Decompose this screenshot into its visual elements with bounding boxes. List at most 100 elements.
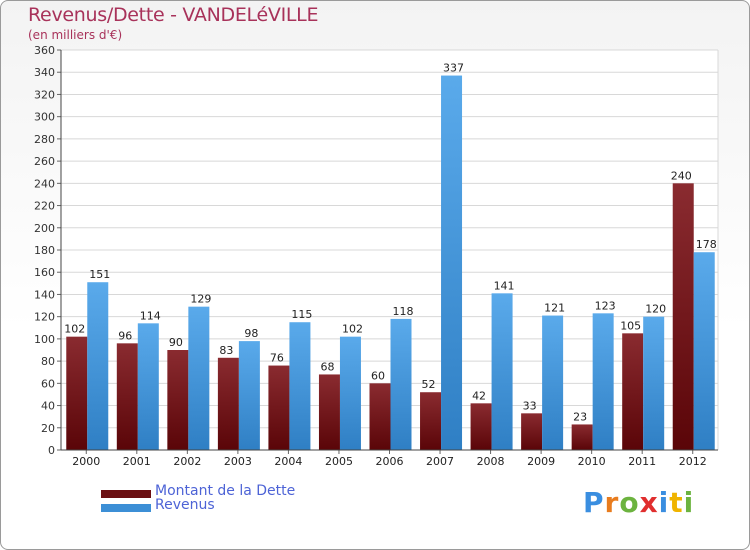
bar-dette — [268, 365, 290, 450]
data-label-dette: 68 — [320, 360, 334, 373]
x-tick-label: 2010 — [578, 455, 606, 468]
legend-label-revenus: Revenus — [155, 497, 215, 513]
bar-revenus — [592, 313, 614, 450]
bar-dette — [672, 183, 694, 451]
data-label-revenus: 141 — [494, 279, 515, 292]
data-label-revenus: 98 — [244, 327, 258, 340]
bars-layer — [66, 75, 715, 451]
bar-revenus — [339, 336, 361, 450]
data-label-revenus: 102 — [342, 323, 363, 336]
bar-dette — [116, 343, 138, 450]
data-label-revenus: 129 — [190, 293, 211, 306]
logo-letter: t — [669, 486, 684, 519]
data-label-revenus: 115 — [291, 308, 312, 321]
data-label-dette: 102 — [64, 323, 85, 336]
labels-layer: 0 20 40 60 80 100 120 140 160 180 200 220 240 260 280 3… — [34, 44, 718, 468]
x-tick-label: 2000 — [72, 455, 100, 468]
data-label-dette: 52 — [422, 378, 436, 391]
y-tick-label: 260 — [34, 155, 55, 168]
x-tick-label: 2009 — [527, 455, 555, 468]
x-tick-label: 2003 — [224, 455, 252, 468]
x-tick-label: 2006 — [376, 455, 404, 468]
data-label-revenus: 120 — [645, 303, 666, 316]
bar-revenus — [693, 252, 715, 450]
bar-revenus — [188, 306, 210, 450]
bar-dette — [420, 392, 442, 450]
y-tick-label: 20 — [41, 422, 55, 435]
data-label-revenus: 114 — [140, 309, 161, 322]
logo-letter: x — [639, 486, 659, 519]
y-tick-label: 120 — [34, 311, 55, 324]
y-tick-label: 280 — [34, 133, 55, 146]
logo-letter: r — [604, 486, 620, 519]
data-label-revenus: 121 — [544, 302, 565, 315]
y-tick-label: 340 — [34, 66, 55, 79]
y-tick-label: 40 — [41, 400, 55, 413]
bar-revenus — [87, 282, 109, 450]
bar-revenus — [289, 322, 311, 450]
data-label-dette: 90 — [169, 336, 183, 349]
bar-revenus — [137, 323, 159, 450]
bar-revenus — [491, 293, 513, 450]
bar-revenus — [390, 318, 412, 450]
data-label-dette: 23 — [573, 410, 587, 423]
y-tick-label: 80 — [41, 355, 55, 368]
data-label-dette: 76 — [270, 352, 284, 365]
data-label-dette: 240 — [671, 169, 692, 182]
data-label-dette: 96 — [118, 329, 132, 342]
proxiti-logo: Proxiti — [583, 486, 694, 519]
x-tick-label: 2008 — [477, 455, 505, 468]
data-label-revenus: 118 — [393, 305, 414, 318]
chart-subtitle: (en milliers d'€) — [28, 28, 123, 42]
data-label-dette: 105 — [620, 319, 641, 332]
bar-dette — [470, 403, 492, 450]
logo-letter: o — [619, 486, 640, 519]
x-tick-label: 2004 — [274, 455, 302, 468]
legend-swatch-revenus — [101, 504, 151, 512]
data-label-dette: 42 — [472, 389, 486, 402]
data-label-dette: 83 — [219, 344, 233, 357]
data-label-dette: 33 — [523, 399, 537, 412]
bar-dette — [318, 374, 340, 450]
data-label-revenus: 178 — [696, 238, 717, 251]
logo-letter: P — [583, 486, 605, 519]
x-tick-label: 2011 — [628, 455, 656, 468]
x-tick-label: 2012 — [679, 455, 707, 468]
bar-revenus — [542, 315, 564, 450]
bar-dette — [167, 350, 189, 450]
y-tick-label: 240 — [34, 177, 55, 190]
x-tick-label: 2001 — [123, 455, 151, 468]
data-label-revenus: 337 — [443, 62, 464, 75]
y-tick-label: 220 — [34, 200, 55, 213]
bar-dette — [66, 336, 88, 450]
logo-letter: i — [658, 486, 670, 519]
y-tick-label: 160 — [34, 266, 55, 279]
data-label-dette: 60 — [371, 369, 385, 382]
y-tick-label: 200 — [34, 222, 55, 235]
y-tick-label: 60 — [41, 377, 55, 390]
y-tick-label: 320 — [34, 88, 55, 101]
logo-letter: i — [683, 486, 695, 519]
legend-swatch-dette — [101, 490, 151, 498]
y-tick-label: 360 — [34, 44, 55, 57]
x-tick-label: 2002 — [173, 455, 201, 468]
legend-label-dette: Montant de la Dette — [155, 483, 296, 499]
y-tick-label: 140 — [34, 288, 55, 301]
y-tick-label: 0 — [48, 444, 55, 457]
y-tick-label: 300 — [34, 111, 55, 124]
bar-revenus — [441, 75, 463, 451]
bar-dette — [369, 383, 391, 450]
data-label-revenus: 151 — [89, 268, 110, 281]
bar-dette — [217, 357, 239, 450]
x-tick-label: 2007 — [426, 455, 454, 468]
bar-dette — [622, 333, 644, 450]
data-label-revenus: 123 — [595, 299, 616, 312]
bar-dette — [571, 424, 593, 450]
bar-revenus — [238, 341, 260, 450]
y-tick-label: 180 — [34, 244, 55, 257]
chart-title: Revenus/Dette - VANDELéVILLE — [28, 4, 319, 26]
bar-revenus — [643, 316, 665, 450]
x-tick-label: 2005 — [325, 455, 353, 468]
y-tick-label: 100 — [34, 333, 55, 346]
